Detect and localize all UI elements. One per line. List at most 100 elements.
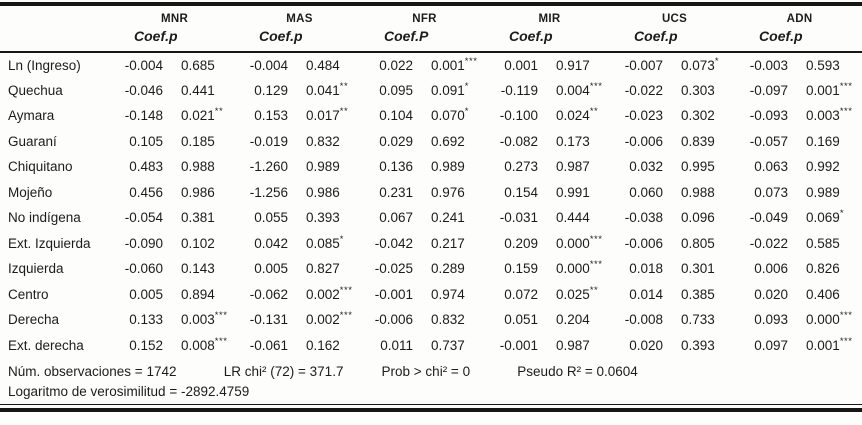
row-label: Ext. derecha — [8, 337, 84, 353]
p-cell: 0.976 — [419, 180, 487, 206]
coef-cell: -0.031 — [499, 210, 539, 226]
group-header-nfr: NFR — [412, 13, 437, 25]
p-value: 0.091 — [431, 82, 465, 98]
p-value: 0.441 — [181, 82, 215, 98]
p-cell: 0.593 — [794, 52, 862, 78]
p-value: 0.024 — [556, 108, 590, 124]
p-value: 0.302 — [681, 108, 715, 124]
p-cell: 0.988 — [669, 180, 737, 206]
p-value: 0.832 — [431, 312, 465, 328]
p-value: 0.991 — [556, 184, 590, 200]
p-value: 0.593 — [806, 57, 840, 73]
regression-table: MNR MAS NFR MIR UCS ADN Coef. p Coef. p … — [0, 2, 862, 358]
coef-cell: -0.003 — [749, 57, 789, 73]
table-row: Aymara -0.148 0.021** 0.153 0.017** 0.104 0.07… — [0, 103, 862, 129]
coef-cell: 0.104 — [379, 108, 413, 124]
p-header: p — [169, 28, 178, 44]
coef-cell: -0.119 — [500, 82, 539, 98]
p-value: 0.001 — [431, 57, 465, 73]
p-cell: 0.839 — [669, 129, 737, 155]
coef-cell: 0.042 — [254, 235, 288, 251]
p-value: 0.004 — [556, 82, 590, 98]
p-value: 0.987 — [556, 337, 590, 353]
coef-header: Coef. — [634, 28, 670, 44]
coef-cell: -0.022 — [624, 82, 664, 98]
p-cell: 0.406 — [794, 282, 862, 308]
row-label: Quechua — [8, 82, 63, 98]
p-cell: 0.085* — [294, 231, 362, 257]
p-value: 0.000 — [556, 235, 590, 251]
coef-cell: 0.029 — [379, 133, 413, 149]
significance-stars: *** — [589, 259, 603, 271]
p-cell: 0.169 — [794, 129, 862, 155]
p-cell: 0.737 — [419, 333, 487, 359]
p-value: 0.002 — [306, 312, 340, 328]
log-likelihood-line: Logaritmo de verosimilitud = -2892.4759 — [0, 381, 862, 405]
table-row: Quechua -0.046 0.441 0.129 0.041** 0.095 0.091… — [0, 78, 862, 104]
table-row: Guaraní 0.105 0.185 -0.019 0.832 0.029 0.692 -0… — [0, 129, 862, 155]
coef-cell: 0.209 — [504, 235, 539, 251]
p-cell: 0.021** — [169, 103, 237, 129]
p-value: 0.444 — [556, 210, 590, 226]
p-value: 0.826 — [806, 261, 840, 277]
coef-cell: -0.049 — [749, 210, 789, 226]
group-header-mir: MIR — [538, 13, 561, 25]
p-cell: 0.003*** — [169, 307, 237, 333]
p-cell: 0.091* — [419, 78, 487, 104]
coef-cell: -0.007 — [624, 57, 664, 73]
p-cell: 0.991 — [544, 180, 612, 206]
row-label: Aymara — [8, 108, 55, 124]
p-cell: 0.393 — [294, 205, 362, 231]
p-value: 0.025 — [556, 286, 590, 302]
p-cell: 0.685 — [169, 52, 237, 78]
significance-stars: *** — [839, 80, 853, 92]
p-cell: 0.992 — [794, 154, 862, 180]
p-cell: 0.173 — [544, 129, 612, 155]
significance-stars: ** — [589, 284, 599, 296]
p-cell: 0.017** — [294, 103, 362, 129]
coef-cell: 0.152 — [129, 337, 163, 353]
coef-cell: 0.273 — [504, 159, 539, 175]
significance-stars: * — [839, 208, 845, 220]
p-cell: 0.001*** — [794, 333, 862, 359]
coef-cell: -0.046 — [124, 82, 163, 98]
stat-prob-chi2: Prob > chi² = 0 — [381, 364, 471, 379]
p-cell: 0.024** — [544, 103, 612, 129]
coef-cell: 0.231 — [379, 184, 413, 200]
p-value: 0.001 — [806, 337, 840, 353]
p-value: 0.204 — [556, 312, 590, 328]
p-cell: 0.441 — [169, 78, 237, 104]
coef-header: Coef. — [259, 28, 294, 44]
p-value: 0.070 — [431, 108, 465, 124]
coef-cell: 0.093 — [754, 312, 789, 328]
p-cell: 0.303 — [669, 78, 737, 104]
p-value: 0.393 — [306, 210, 340, 226]
significance-stars: * — [339, 233, 344, 245]
p-value: 0.976 — [431, 184, 465, 200]
coef-cell: 0.005 — [254, 261, 288, 277]
subheader-row: Coef. p Coef. p Coef. P Coef. p Coef. p … — [0, 26, 862, 52]
coef-cell: 0.055 — [254, 210, 288, 226]
p-value: 0.406 — [806, 286, 840, 302]
coef-cell: 0.095 — [379, 82, 413, 98]
p-cell: 0.008*** — [169, 333, 237, 359]
group-header-ucs: UCS — [661, 13, 688, 25]
coef-cell: -0.057 — [749, 133, 789, 149]
table-header: MNR MAS NFR MIR UCS ADN Coef. p Coef. p … — [0, 4, 862, 52]
p-cell: 0.002*** — [294, 282, 362, 308]
coef-cell: 0.022 — [379, 57, 413, 73]
coef-cell: -0.025 — [374, 261, 413, 277]
p-cell: 0.162 — [294, 333, 362, 359]
group-header-mas: MAS — [286, 13, 313, 25]
coef-cell: 0.153 — [254, 108, 288, 124]
p-value: 0.995 — [681, 159, 715, 175]
significance-stars: *** — [839, 335, 853, 347]
p-cell: 0.001*** — [419, 52, 487, 78]
p-cell: 0.385 — [669, 282, 737, 308]
coef-cell: -0.062 — [249, 286, 288, 302]
p-header: p — [669, 28, 678, 44]
coef-cell: 0.051 — [504, 312, 539, 328]
coef-cell: 0.129 — [254, 82, 288, 98]
p-value: 0.992 — [806, 159, 840, 175]
significance-stars: ** — [339, 80, 349, 92]
